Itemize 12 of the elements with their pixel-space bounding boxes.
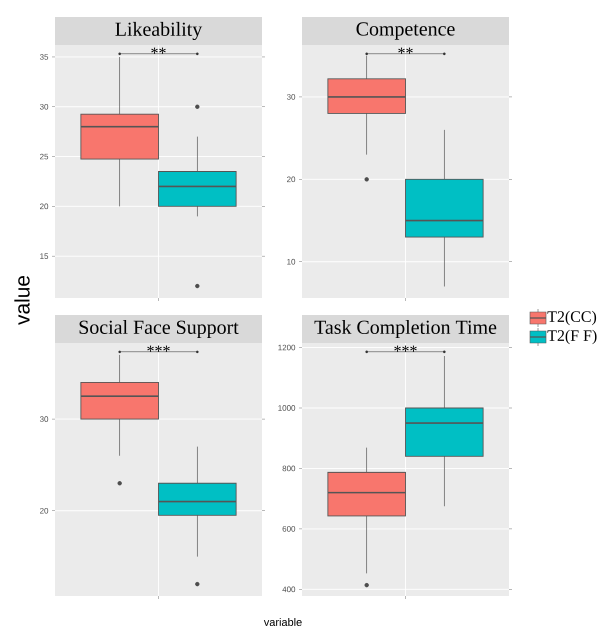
chart-title: Competence <box>356 22 455 40</box>
annotation: ** <box>151 48 166 54</box>
chart-title: Social Face Support <box>80 320 239 338</box>
y-axis-title: value <box>14 276 30 325</box>
annotation: ** <box>398 48 413 54</box>
chart-title: Task Completion Time <box>314 320 496 338</box>
chart-title: Likeability <box>115 22 202 40</box>
legend-label: T2(F F) <box>547 330 597 344</box>
x-axis-title: variable <box>264 618 302 626</box>
legend-label: T2(CC) <box>547 310 596 326</box>
annotation: *** <box>394 346 417 352</box>
annotation: *** <box>147 346 170 352</box>
